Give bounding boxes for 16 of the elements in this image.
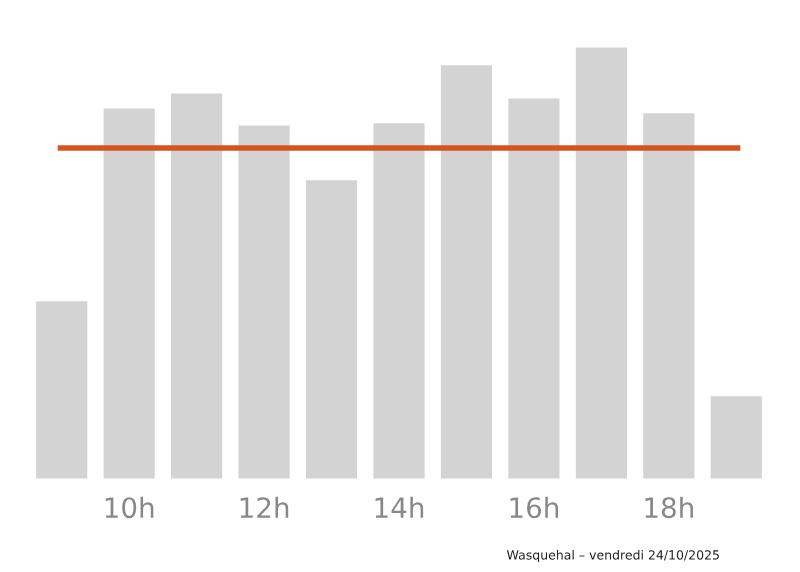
bar [640,110,698,480]
x-tick-label: 14h [375,496,424,518]
bar [303,177,360,480]
bar [438,62,495,480]
bar [33,298,91,480]
bar [707,393,765,480]
x-tick-label: 12h [240,496,289,518]
bar [100,105,158,480]
bar [168,90,226,480]
bar [235,122,293,480]
bar [572,46,630,480]
x-tick-label: 18h [645,496,693,519]
bar [505,95,563,480]
bar [370,120,428,480]
x-tick-label: 10h [105,496,154,519]
x-tick-label: 16h [510,496,559,519]
